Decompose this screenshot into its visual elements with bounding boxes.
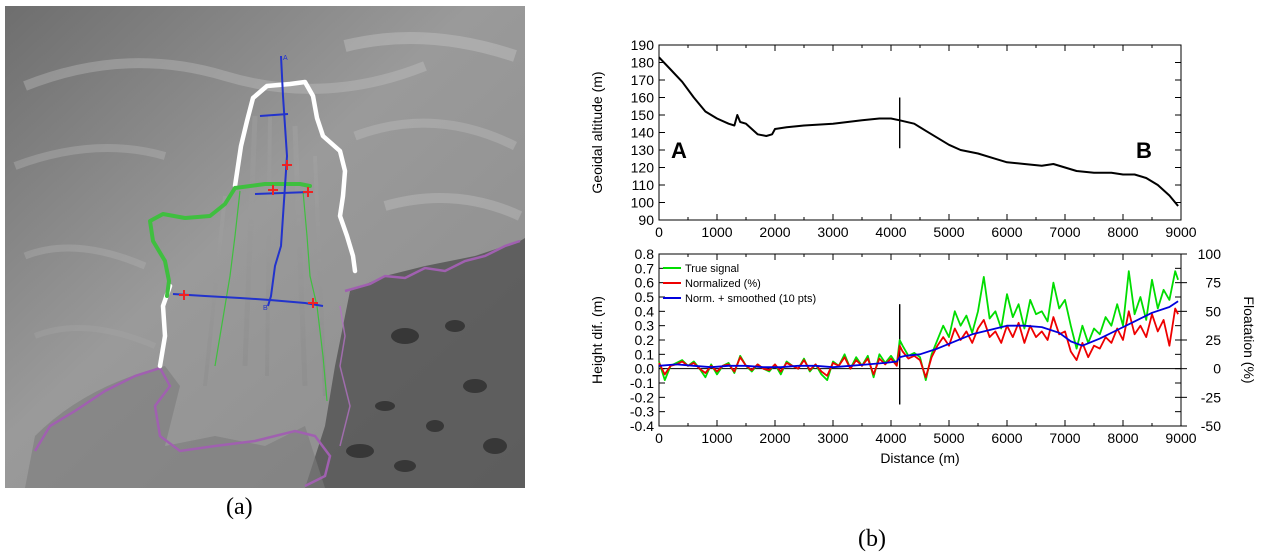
coastline-right: [344, 239, 521, 293]
x-tick-label: 4000: [875, 430, 906, 446]
x-tick-label: 0: [655, 430, 663, 446]
annotation-b: B: [1136, 138, 1152, 163]
y2-tick-label: 50: [1205, 303, 1221, 319]
x-axis-label: Distance (m): [880, 450, 959, 466]
plot-frame-0: [658, 44, 1182, 221]
y-tick-label: 140: [631, 125, 655, 141]
y2-tick-label: -25: [1201, 389, 1221, 405]
y-tick-label: 190: [631, 37, 655, 53]
y-axis-label: Geoidal altitude (m): [589, 71, 605, 193]
series-line-normalized-: [658, 307, 1179, 379]
y-tick-label: 0.8: [635, 246, 655, 262]
y-tick-label: 0.0: [635, 361, 655, 377]
profile-line-a-b: [267, 55, 289, 307]
profile-label-b: B: [263, 305, 268, 312]
y2-tick-label: 100: [1198, 246, 1222, 262]
coastline-left: [33, 366, 332, 488]
legend-label: True signal: [685, 263, 739, 275]
y-tick-label: -0.3: [630, 404, 654, 420]
x-tick-label: 1000: [701, 224, 732, 240]
x-tick-label: 6000: [991, 430, 1022, 446]
caption-b: (b): [858, 526, 886, 552]
y-tick-label: -0.1: [630, 375, 654, 391]
y-tick-label: 90: [638, 212, 654, 228]
x-tick-label: 9000: [1165, 430, 1196, 446]
y-tick-label: 110: [632, 177, 655, 193]
x-tick-label: 0: [655, 224, 663, 240]
x-tick-label: 1000: [701, 430, 732, 446]
x-tick-label: 2000: [759, 224, 790, 240]
caption-a: (a): [226, 494, 253, 520]
x-tick-label: 6000: [991, 224, 1022, 240]
x-tick-label: 8000: [1107, 224, 1138, 240]
y-tick-label: 0.7: [635, 260, 655, 276]
x-tick-label: 8000: [1107, 430, 1138, 446]
y-axis-label: Height dif. (m): [589, 296, 605, 384]
x-tick-label: 2000: [759, 430, 790, 446]
profile-charts: 0 1000 2000 3000 4000 5000 6000 7000 8000 9000901…: [589, 37, 1257, 466]
y2-tick-label: 25: [1205, 332, 1221, 348]
x-tick-label: 7000: [1049, 430, 1080, 446]
y-tick-label: 0.2: [635, 332, 655, 348]
legend-label: Normalized (%): [685, 278, 761, 290]
y-tick-label: 180: [631, 55, 655, 71]
y2-tick-label: 0: [1213, 361, 1221, 377]
y-tick-label: -0.2: [630, 389, 654, 405]
y-tick-label: 150: [631, 107, 655, 123]
legend-label: Norm. + smoothed (10 pts): [685, 293, 816, 305]
sea-region: [305, 238, 525, 488]
lower-ice-front: [25, 366, 325, 488]
drainage-outline-green: [148, 182, 312, 298]
transverse-line-upper: [254, 113, 311, 195]
ice-texture: [13, 32, 523, 349]
y-tick-label: 160: [631, 90, 655, 106]
y-tick-label: -0.4: [630, 418, 654, 434]
y-tick-label: 120: [631, 160, 655, 176]
y-tick-label: 130: [631, 142, 655, 158]
coastline-right-2: [339, 305, 351, 447]
x-tick-label: 5000: [933, 224, 964, 240]
x-tick-label: 7000: [1049, 224, 1080, 240]
flowline-green-thin: [214, 190, 328, 402]
y2-axis-label: Floatation (%): [1241, 296, 1257, 383]
x-tick-label: 3000: [817, 430, 848, 446]
y-tick-label: 0.4: [635, 303, 655, 319]
sea-ice-patches: [346, 320, 507, 472]
annotation-a: A: [671, 138, 687, 163]
y-tick-label: 0.3: [635, 318, 655, 334]
y-tick-label: 170: [631, 72, 655, 88]
series-line-norm-smoothed-10-pts-: [658, 300, 1179, 369]
y-tick-label: 0.6: [635, 275, 655, 291]
y-tick-label: 0.1: [635, 346, 655, 362]
series-line-profile: [658, 56, 1179, 207]
x-tick-label: 9000: [1165, 224, 1196, 240]
y2-tick-label: -50: [1201, 418, 1221, 434]
glacier-map-image: A B: [5, 6, 525, 488]
y-tick-label: 0.5: [635, 289, 655, 305]
x-tick-label: 3000: [817, 224, 848, 240]
x-tick-label: 4000: [875, 224, 906, 240]
profile-label-a: A: [283, 55, 288, 62]
y2-tick-label: 75: [1205, 275, 1221, 291]
marker-crosses: [179, 160, 318, 308]
y-tick-label: 100: [631, 195, 655, 211]
x-tick-label: 5000: [933, 430, 964, 446]
